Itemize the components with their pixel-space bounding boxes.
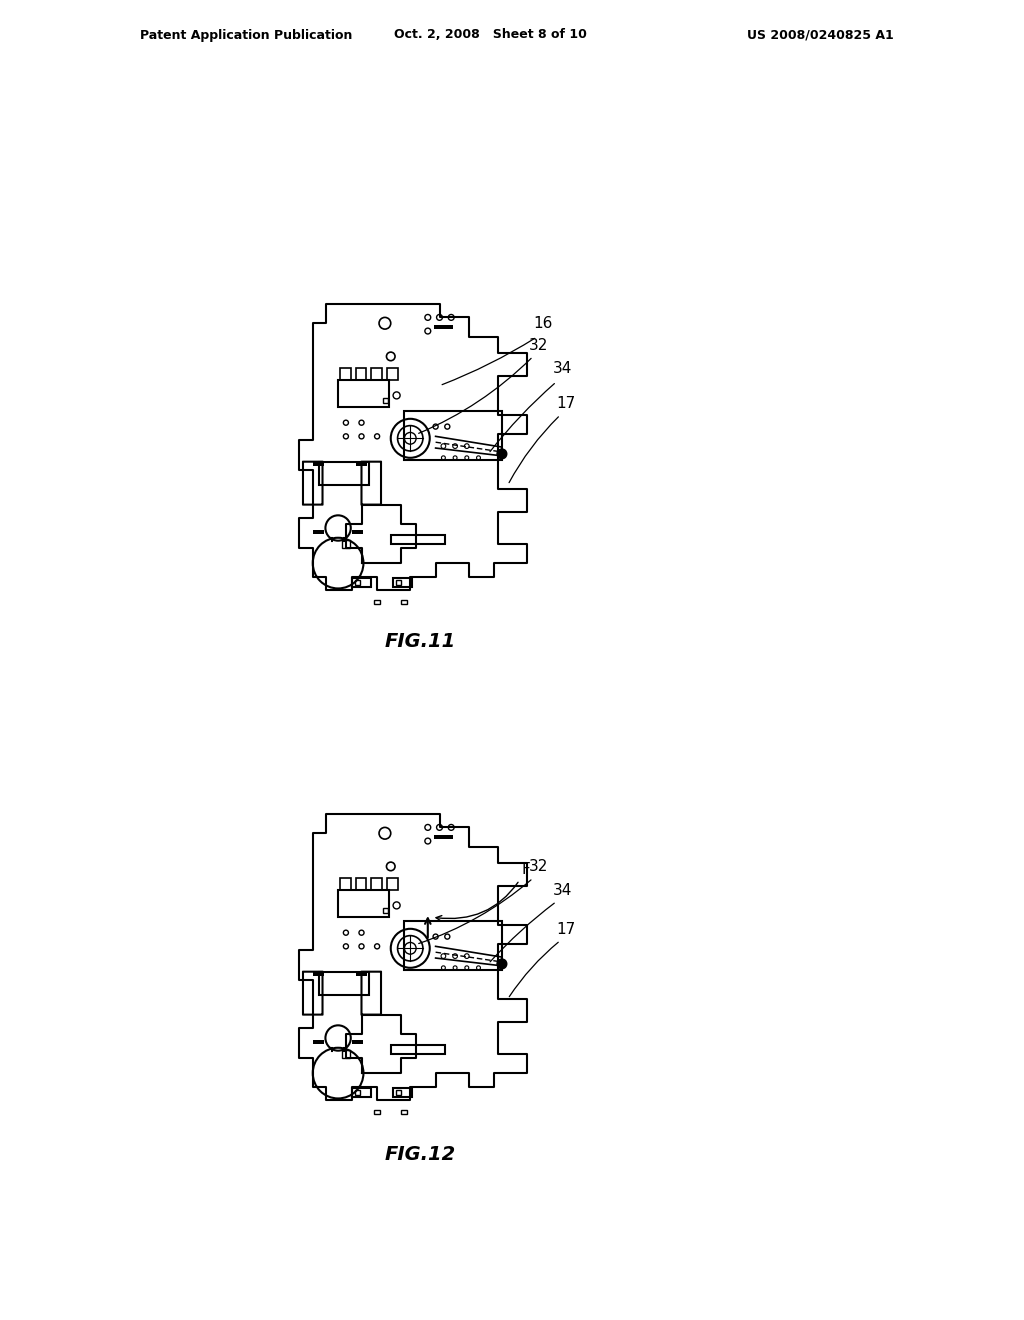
Bar	[404, 411, 502, 459]
Bar	[372, 878, 382, 890]
Text: Oct. 2, 2008   Sheet 8 of 10: Oct. 2, 2008 Sheet 8 of 10	[393, 29, 587, 41]
Bar	[312, 461, 325, 466]
Bar	[354, 1090, 359, 1094]
Bar	[312, 529, 325, 535]
Bar	[387, 878, 397, 890]
Bar	[401, 1110, 408, 1114]
Text: US 2008/0240825 A1: US 2008/0240825 A1	[746, 29, 893, 41]
Text: Patent Application Publication: Patent Application Publication	[140, 29, 352, 41]
Bar	[354, 579, 359, 585]
Bar	[355, 368, 367, 380]
Bar	[395, 1090, 400, 1094]
Bar	[342, 1049, 350, 1057]
Text: 17: 17	[556, 921, 575, 937]
Text: FIG.12: FIG.12	[384, 1146, 456, 1164]
Bar	[312, 1040, 325, 1044]
Text: FIG.11: FIG.11	[384, 631, 456, 651]
Bar	[383, 397, 388, 403]
Circle shape	[497, 449, 507, 459]
Bar	[352, 1040, 364, 1044]
Text: 34: 34	[553, 883, 572, 898]
Text: 32: 32	[529, 338, 549, 352]
Bar	[395, 579, 400, 585]
Bar	[391, 535, 445, 544]
Bar	[433, 325, 454, 330]
Bar	[312, 972, 325, 975]
Bar	[391, 1045, 445, 1053]
Bar	[433, 836, 454, 840]
Text: F: F	[436, 862, 530, 921]
Bar	[318, 972, 370, 995]
Bar	[352, 1088, 372, 1097]
Bar	[392, 578, 413, 586]
Bar	[383, 908, 388, 913]
Bar	[355, 461, 368, 466]
Bar	[355, 972, 368, 975]
Bar	[340, 368, 351, 380]
Bar	[340, 878, 351, 890]
Bar	[372, 368, 382, 380]
Text: 32: 32	[529, 859, 549, 874]
Text: 34: 34	[553, 360, 572, 376]
Bar	[355, 878, 367, 890]
Bar	[392, 1088, 413, 1097]
Bar	[352, 529, 364, 535]
Bar	[374, 601, 380, 605]
Circle shape	[497, 960, 507, 969]
Bar	[338, 380, 389, 407]
Bar	[352, 578, 372, 586]
Bar	[338, 890, 389, 917]
Text: 16: 16	[534, 315, 553, 331]
Bar	[342, 540, 350, 548]
Bar	[404, 921, 502, 970]
Text: 17: 17	[556, 396, 575, 411]
Bar	[318, 462, 370, 486]
Bar	[401, 601, 408, 605]
Bar	[374, 1110, 380, 1114]
Bar	[387, 368, 397, 380]
